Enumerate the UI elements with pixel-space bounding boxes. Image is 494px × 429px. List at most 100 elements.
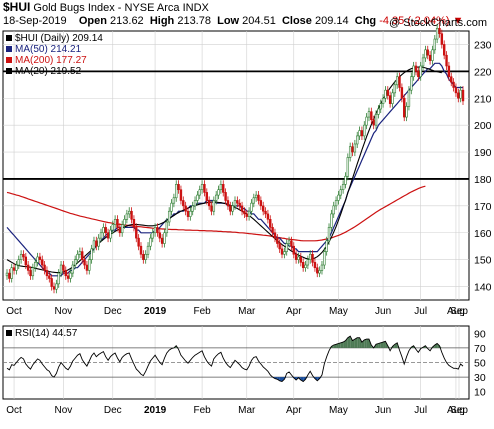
candle-body [135,227,138,239]
candle-body [34,262,37,269]
close-label: Close [281,15,312,27]
candle-body [19,253,23,260]
candle-body [252,197,256,204]
candle-body [198,189,201,196]
rsi-overbought-fill [354,337,358,348]
price-y-tick-label: 210 [474,93,492,105]
candle-body [351,146,354,153]
candle-body [5,272,9,277]
candle-body [374,114,378,126]
rsi-overbought-fill [343,340,346,348]
candle-body [69,272,72,279]
candle-body [125,213,129,220]
candle-body [106,232,110,239]
candle-body [109,229,112,239]
candle-body [403,97,406,118]
price-panel-frame [2,30,470,301]
candle-body [88,259,91,271]
rsi-y-tick-label: 90 [474,328,486,340]
rsi-overbought-fill [336,343,339,348]
candle-body [163,232,166,244]
candle-body [212,200,216,212]
legend-price: $HUI (Daily) 209.14 [15,33,103,44]
candle-body [26,264,30,271]
candle-body [29,270,32,277]
candle-body [266,213,270,220]
candle-body [146,245,150,255]
candle-body [118,227,122,234]
candle-body [160,237,164,244]
candle-body [337,194,340,201]
rsi-x-tick-label: Feb [193,405,211,416]
candle-body [130,210,133,220]
candle-body [452,81,455,88]
candle-body [356,135,359,145]
candle-body [384,89,387,99]
candle-body [299,256,303,263]
candle-body [395,76,399,86]
candle-body [233,200,237,207]
candle-body [301,262,305,269]
candle-body [22,253,25,258]
candle-body [280,248,284,255]
candle-body [179,189,183,201]
price-x-tick-label: Sep [450,306,468,317]
open-label: Open [78,15,107,27]
candle-body [370,111,373,121]
rsi-overbought-fill [376,343,379,348]
price-x-tick-label: Feb [193,306,211,317]
open-value: 213.62 [110,15,144,27]
price-x-tick-label: Nov [55,306,73,317]
candle-body [440,33,444,45]
candle-body [442,44,446,56]
candle-body [132,219,136,228]
candle-body [41,259,44,266]
rsi-overbought-fill [366,339,369,348]
candle-body [421,57,425,67]
candle-body [175,184,178,199]
candle-body [363,124,366,137]
header-row-title: $HUI Gold Bugs Index - NYSE Arca INDX [3,1,209,15]
price-x-tick-label: Aug [447,306,465,317]
rsi-overbought-fill [364,339,367,348]
candle-body [450,76,453,83]
rsi-legend-swatch [6,330,12,336]
candle-body [64,270,67,277]
candle-body [205,192,208,201]
candle-body [424,49,427,59]
candle-body [250,202,253,212]
candle-body [90,248,93,260]
candle-body [318,270,321,274]
candle-body [59,264,63,274]
rsi-oversold-fill [277,377,280,381]
high-label: High [149,15,175,27]
candle-body [311,253,314,263]
rsi-overbought-fill [380,342,384,348]
candle-body [137,237,140,247]
candle-body [214,194,218,201]
candle-body [372,119,375,126]
candle-body [128,210,131,215]
ma20-line [6,66,442,274]
index-name: Gold Bugs Index - NYSE Arca [33,2,180,14]
rsi-line [6,335,464,383]
candle-body [285,243,288,252]
rsi-x-tick-label: 2019 [144,405,167,416]
candle-body [304,264,307,269]
rsi-overbought-fill [359,337,362,348]
candle-body [278,243,281,250]
candle-body [151,232,154,239]
candle-body [189,210,192,217]
candle-body [31,267,35,277]
candle-body [92,240,96,250]
candle-body [15,264,18,271]
price-x-tick-label: Oct [6,306,22,317]
rsi-legend: RSI(14) 44.57 [15,328,78,339]
rsi-x-tick-label: Aug [447,405,465,416]
price-x-tick-label: Mar [238,306,256,317]
rsi-oversold-fill [279,377,283,382]
price-y-tick-label: 140 [474,282,492,294]
legend-ma50: MA(50) 214.21 [15,44,82,55]
candle-body [271,227,274,234]
candle-body [294,253,298,260]
